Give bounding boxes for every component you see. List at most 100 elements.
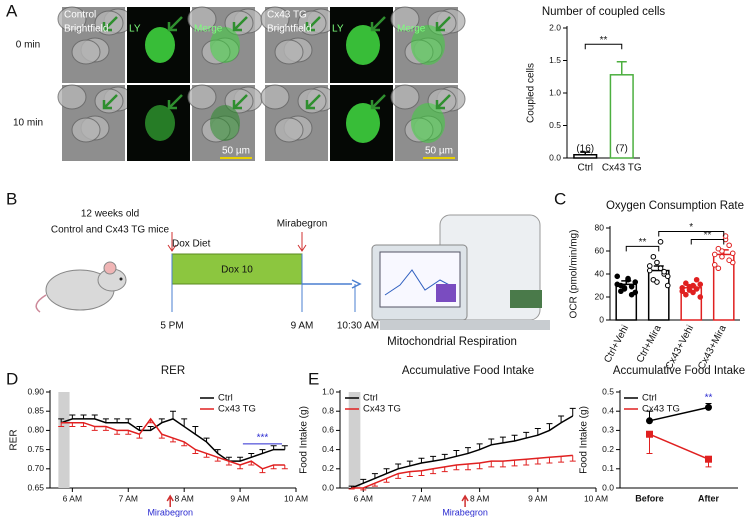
cell — [187, 84, 217, 110]
series-line — [649, 433, 709, 460]
error-bar — [406, 471, 413, 477]
y-tick-label: 0.0 — [602, 482, 614, 492]
legend-label: Ctrl — [218, 393, 233, 404]
error-bar — [523, 459, 530, 466]
error-bar — [58, 418, 65, 423]
error-bar — [453, 464, 460, 471]
error-bar — [488, 461, 495, 468]
x-tick-label: 8 AM — [174, 493, 193, 503]
annotation: ** — [705, 392, 713, 403]
channel-label: Brightfield — [267, 24, 311, 35]
dye — [411, 25, 445, 65]
data-point — [711, 262, 718, 268]
data-point — [657, 239, 664, 245]
cell — [260, 84, 290, 110]
data-point — [664, 273, 671, 280]
time-label: 10 min — [13, 118, 43, 129]
cell — [297, 88, 327, 114]
data-point — [657, 265, 664, 272]
error-bar — [499, 461, 506, 468]
error-bar — [569, 407, 576, 416]
panel-label: E — [308, 369, 319, 388]
error-bar — [511, 434, 518, 441]
bar — [573, 154, 598, 159]
error-bar — [91, 426, 98, 431]
sig-bracket — [584, 43, 623, 50]
data-point — [646, 267, 653, 274]
error-bar — [136, 426, 143, 431]
arrow — [102, 94, 118, 110]
error-bar — [418, 470, 425, 477]
legend-label: Ctrl — [642, 393, 657, 404]
error-bar — [225, 461, 232, 466]
error-bar — [580, 151, 591, 155]
data-point — [690, 289, 696, 296]
sig-label: ** — [600, 35, 608, 46]
error-bar — [80, 414, 87, 419]
y-tick-label: 20 — [595, 291, 605, 301]
y-axis-label: RER — [9, 429, 20, 450]
error-bar — [430, 468, 437, 475]
y-axis-label: Coupled cells — [526, 63, 537, 123]
data-point — [650, 253, 657, 260]
error-bar — [371, 473, 378, 479]
shaded-region — [348, 392, 361, 488]
cell — [390, 6, 420, 32]
y-tick-label: 0.5 — [549, 120, 561, 130]
error-bar — [534, 427, 541, 436]
error-bar — [441, 466, 448, 473]
error-bar — [360, 478, 367, 484]
error-bar — [58, 422, 65, 428]
chart-title: Accumulative Food Intake — [613, 365, 745, 377]
error-bar — [360, 488, 367, 491]
error-bar — [406, 460, 413, 466]
data-point — [726, 242, 732, 249]
dye — [145, 105, 175, 141]
data-point — [664, 282, 671, 289]
error-bar — [441, 453, 448, 460]
data-point — [628, 283, 635, 290]
data-point — [726, 257, 732, 264]
y-tick-label: 0.90 — [27, 386, 44, 396]
data-point — [625, 275, 631, 282]
error-bar — [192, 449, 199, 454]
cell — [260, 6, 290, 32]
x-tick-label: 9 AM — [528, 493, 547, 503]
error-bar — [114, 418, 121, 423]
x-tick-label: Before — [635, 493, 664, 503]
x-tick-label: 6 AM — [354, 493, 373, 503]
error-bar — [616, 61, 627, 75]
data-point — [719, 253, 725, 260]
dye — [145, 27, 175, 63]
error-bar — [147, 418, 154, 424]
error-bar — [248, 461, 255, 466]
arrow — [435, 94, 451, 110]
error-bar — [248, 452, 255, 458]
error-bar — [371, 483, 378, 487]
error-bar — [453, 450, 460, 457]
error-bar — [114, 430, 121, 435]
y-axis-label: OCR (pmol/min/mg) — [569, 230, 580, 319]
y-tick-label: 0.6 — [322, 425, 334, 435]
arrow — [370, 94, 386, 110]
series-line — [351, 454, 573, 489]
error-bar — [170, 410, 176, 419]
data-point — [683, 291, 689, 298]
error-bar — [158, 434, 165, 439]
y-tick-label: 0.65 — [27, 482, 44, 492]
y-tick-label: 0.2 — [602, 444, 614, 454]
cell — [94, 88, 124, 114]
error-bar — [499, 436, 506, 443]
time-label: 5 PM — [160, 321, 183, 332]
y-tick-label: 2.0 — [549, 22, 561, 32]
data-point — [632, 279, 639, 285]
data-point — [711, 251, 718, 258]
channel-label: Merge — [397, 24, 426, 35]
y-tick-label: 0.4 — [322, 444, 334, 454]
dye — [346, 25, 380, 65]
channel-label: LY — [129, 24, 141, 35]
legend-label: Ctrl — [363, 393, 378, 404]
group-label: Cx43 TG — [267, 10, 307, 21]
x-tick-label: 8 AM — [470, 493, 489, 503]
error-bar — [259, 449, 266, 454]
